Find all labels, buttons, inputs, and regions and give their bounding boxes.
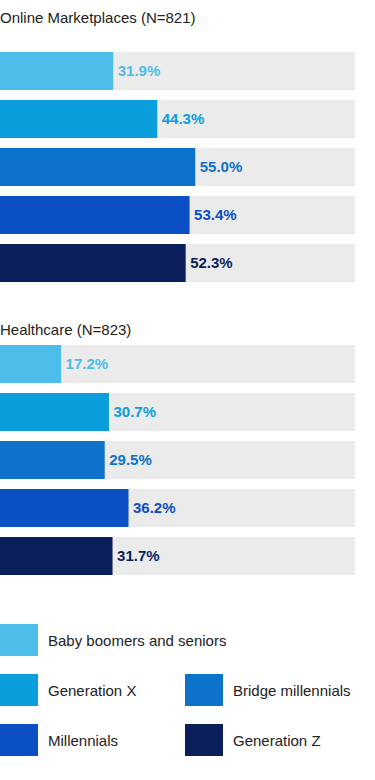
- svg-text:52.3%: 52.3%: [190, 254, 233, 271]
- svg-text:31.7%: 31.7%: [117, 547, 160, 564]
- svg-text:44.3%: 44.3%: [162, 110, 205, 127]
- html-text:Bridge millennials: Bridge millennials: [233, 681, 351, 699]
- html-text:Baby boomers and seniors: Baby boomers and seniors: [48, 631, 227, 649]
- html-text:Generation Z: Generation Z: [233, 731, 321, 749]
- svg-text:53.4%: 53.4%: [194, 206, 237, 223]
- svg-text:29.5%: 29.5%: [109, 451, 152, 468]
- svg-text:36.2%: 36.2%: [133, 499, 176, 516]
- svg-text:31.9%: 31.9%: [118, 62, 161, 79]
- html-text:Healthcare (N=823): Healthcare (N=823): [0, 321, 132, 338]
- svg-text:55.0%: 55.0%: [200, 158, 243, 175]
- svg-text:17.2%: 17.2%: [66, 355, 109, 372]
- html-text:Millennials: Millennials: [48, 731, 118, 749]
- html-text:Online Marketplaces (N=821): Online Marketplaces (N=821): [0, 9, 196, 26]
- svg-text:30.7%: 30.7%: [113, 403, 156, 420]
- html-text:Generation X: Generation X: [48, 681, 137, 699]
